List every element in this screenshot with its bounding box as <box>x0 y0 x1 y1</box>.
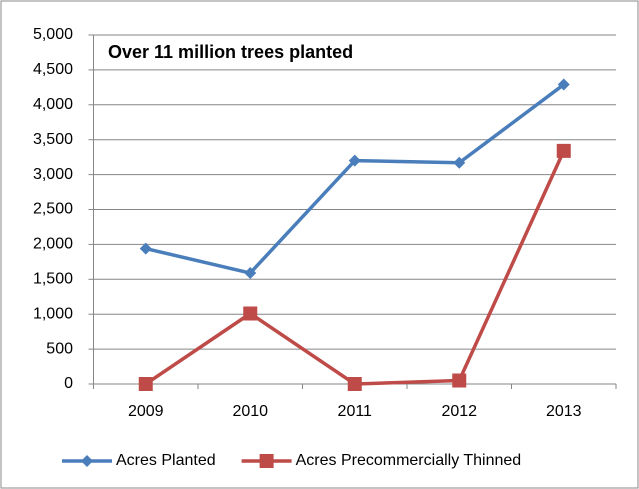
legend-marker <box>259 454 274 468</box>
x-tick-label: 2011 <box>338 403 373 420</box>
legend-label: Acres Precommercially Thinned <box>296 452 522 469</box>
data-point <box>348 154 361 167</box>
data-point <box>557 78 570 91</box>
x-tick-label: 2012 <box>441 403 477 420</box>
data-point <box>556 143 571 158</box>
x-tick-label: 2009 <box>128 403 164 420</box>
x-tick-label: 2010 <box>232 403 268 420</box>
y-tick-label: 3,500 <box>33 131 73 148</box>
y-tick-label: 5,000 <box>33 26 73 43</box>
data-point <box>452 373 467 388</box>
y-tick-label: 4,500 <box>33 61 73 78</box>
data-point <box>243 306 258 321</box>
legend-label: Acres Planted <box>116 452 216 469</box>
legend-marker <box>81 455 93 467</box>
y-tick-label: 500 <box>46 340 73 357</box>
y-tick-label: 4,000 <box>33 96 73 113</box>
y-tick-label: 1,000 <box>33 305 73 322</box>
y-tick-label: 2,500 <box>33 201 73 218</box>
data-point <box>347 377 362 391</box>
x-tick-label: 2013 <box>546 403 582 420</box>
annotation: Over 11 million trees planted <box>108 42 353 62</box>
y-tick-label: 3,000 <box>33 166 73 183</box>
y-tick-label: 2,000 <box>33 236 73 253</box>
data-point <box>453 156 466 169</box>
data-point <box>244 267 257 280</box>
y-tick-label: 1,500 <box>33 271 73 288</box>
data-point <box>139 242 152 255</box>
y-tick-label: 0 <box>64 375 73 392</box>
data-point <box>138 377 153 391</box>
annotation-box <box>99 37 382 69</box>
